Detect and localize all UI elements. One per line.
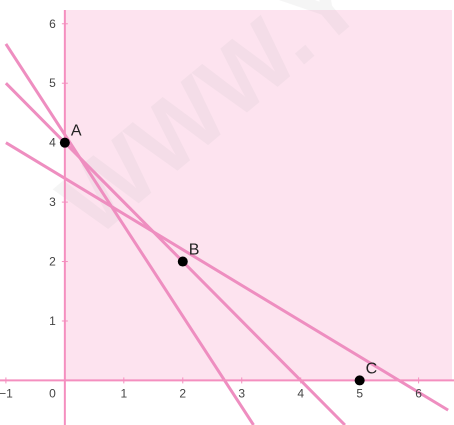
point-c [354,375,365,386]
point-label-a: A [71,123,82,140]
point-a [59,137,70,148]
y-tick-label: 2 [49,255,56,269]
point-label-c: C [366,360,378,377]
constraint-line-1 [4,43,255,425]
y-tick-label: 5 [49,76,56,90]
origin-label: 0 [49,386,56,400]
feasible-region [64,10,452,381]
y-tick-label: 1 [49,314,56,328]
x-tick-label: 5 [356,386,363,400]
point-b [177,256,188,267]
y-tick-label: 4 [49,136,56,150]
axis-ticks: −1 1 2 3 4 5 6 1 2 3 4 5 6 [0,17,422,401]
y-tick-label: 6 [49,17,56,31]
x-tick-label: 6 [415,386,422,400]
x-tick-label: 1 [120,386,127,400]
y-tick-label: 3 [49,195,56,209]
x-tick-label: 4 [297,386,304,400]
constraint-line-3 [5,141,449,412]
x-tick-label: 2 [179,386,186,400]
x-tick-label: −1 [0,386,13,400]
x-tick-label: 3 [238,386,245,400]
point-label-b: B [189,242,200,259]
vertex-points: A B C [59,123,378,386]
